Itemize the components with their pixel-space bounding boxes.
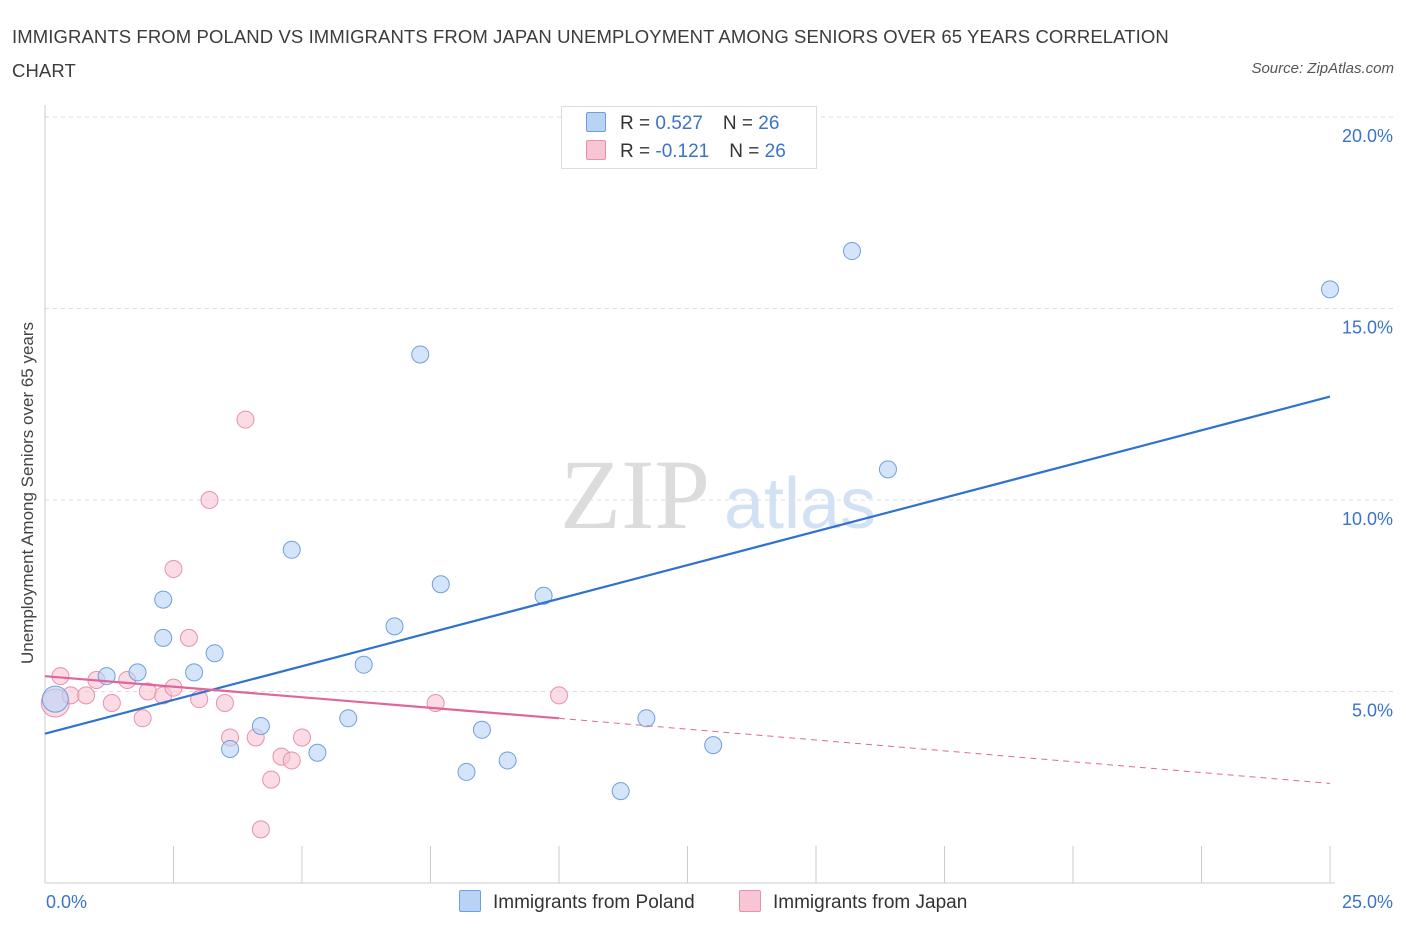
japan-point-22 — [282, 751, 301, 770]
poland-point-10 — [308, 743, 327, 762]
tick-labels: 5.0% 10.0% 15.0% 20.0% 0.0% 25.0% — [46, 126, 1393, 912]
bottom-legend-poland: Immigrants from Poland — [459, 890, 695, 914]
source-note: Source: ZipAtlas.com — [1251, 60, 1394, 77]
legend-row-japan: R = -0.121 N = 26 — [586, 140, 786, 166]
poland-point-0 — [41, 685, 69, 713]
japan-point-15 — [215, 693, 234, 712]
bottom-poland-swatch — [459, 890, 481, 912]
poland-r-label: R = — [620, 113, 656, 134]
japan-point-17 — [236, 410, 255, 429]
correlation-legend: R = 0.527 N = 26 R = -0.121 N = 26 — [561, 106, 817, 169]
japan-point-5 — [102, 693, 121, 712]
poland-point-12 — [354, 655, 373, 674]
watermark-atlas: atlas — [724, 464, 876, 544]
poland-point-22 — [704, 736, 723, 755]
bottom-poland-label: Immigrants from Poland — [493, 892, 695, 913]
poland-point-19 — [534, 586, 553, 605]
japan-points — [40, 410, 568, 839]
poland-point-14 — [411, 345, 430, 364]
chart-title: IMMIGRANTS FROM POLAND VS IMMIGRANTS FRO… — [12, 26, 1169, 81]
poland-point-4 — [154, 628, 173, 647]
japan-point-12 — [179, 628, 198, 647]
poland-point-7 — [221, 739, 240, 758]
japan-swatch — [586, 140, 606, 160]
japan-point-7 — [133, 709, 152, 728]
japan-trend-extension — [558, 717, 1331, 784]
x-tick-label-0: 0.0% — [46, 892, 87, 912]
japan-point-11 — [164, 559, 183, 578]
poland-points — [41, 242, 1339, 801]
japan-trend-line — [44, 675, 560, 720]
poland-point-9 — [282, 540, 301, 559]
y-tick-label-0: 5.0% — [1352, 701, 1393, 721]
japan-r-label: R = — [620, 141, 656, 162]
poland-point-20 — [611, 782, 630, 801]
poland-point-25 — [1321, 280, 1339, 299]
y-tick-label-3: 20.0% — [1342, 126, 1393, 146]
japan-r-value: -0.121 — [655, 141, 710, 162]
poland-point-24 — [878, 460, 897, 479]
grid-lines — [45, 116, 1395, 692]
axes — [44, 105, 1335, 884]
bottom-legend-japan: Immigrants from Japan — [739, 890, 967, 914]
poland-point-5 — [185, 663, 204, 682]
japan-point-3 — [77, 686, 96, 705]
poland-point-3 — [154, 590, 173, 609]
poland-n-value: 26 — [758, 113, 780, 134]
poland-point-18 — [498, 751, 517, 770]
poland-point-8 — [251, 716, 270, 735]
poland-point-11 — [339, 709, 358, 728]
japan-point-20 — [262, 770, 281, 789]
poland-point-13 — [385, 617, 404, 636]
watermark-zip: ZIP — [560, 439, 710, 550]
bottom-japan-swatch — [739, 890, 761, 912]
poland-point-15 — [431, 575, 450, 594]
poland-point-16 — [457, 762, 476, 781]
bottom-japan-label: Immigrants from Japan — [773, 892, 968, 913]
x-tick-label-1: 25.0% — [1342, 892, 1393, 912]
poland-r-value: 0.527 — [655, 113, 703, 134]
poland-swatch — [586, 112, 606, 132]
poland-point-23 — [842, 242, 861, 261]
poland-point-6 — [205, 644, 224, 663]
japan-n-label: N = — [729, 141, 765, 162]
japan-point-23 — [293, 728, 311, 747]
poland-point-17 — [472, 720, 491, 739]
watermark: ZIP atlas — [560, 439, 876, 550]
japan-point-14 — [200, 491, 219, 509]
poland-trend-line — [44, 395, 1331, 735]
poland-point-21 — [637, 709, 656, 728]
poland-n-label: N = — [722, 113, 759, 134]
poland-point-2 — [128, 663, 147, 682]
japan-point-25 — [550, 686, 568, 705]
legend-row-poland: R = 0.527 N = 26 — [586, 112, 779, 138]
y-tick-label-2: 15.0% — [1342, 318, 1393, 338]
japan-point-19 — [251, 820, 270, 839]
y-tick-label-1: 10.0% — [1342, 509, 1393, 529]
japan-n-value: 26 — [764, 141, 786, 162]
trend-lines — [44, 395, 1331, 784]
